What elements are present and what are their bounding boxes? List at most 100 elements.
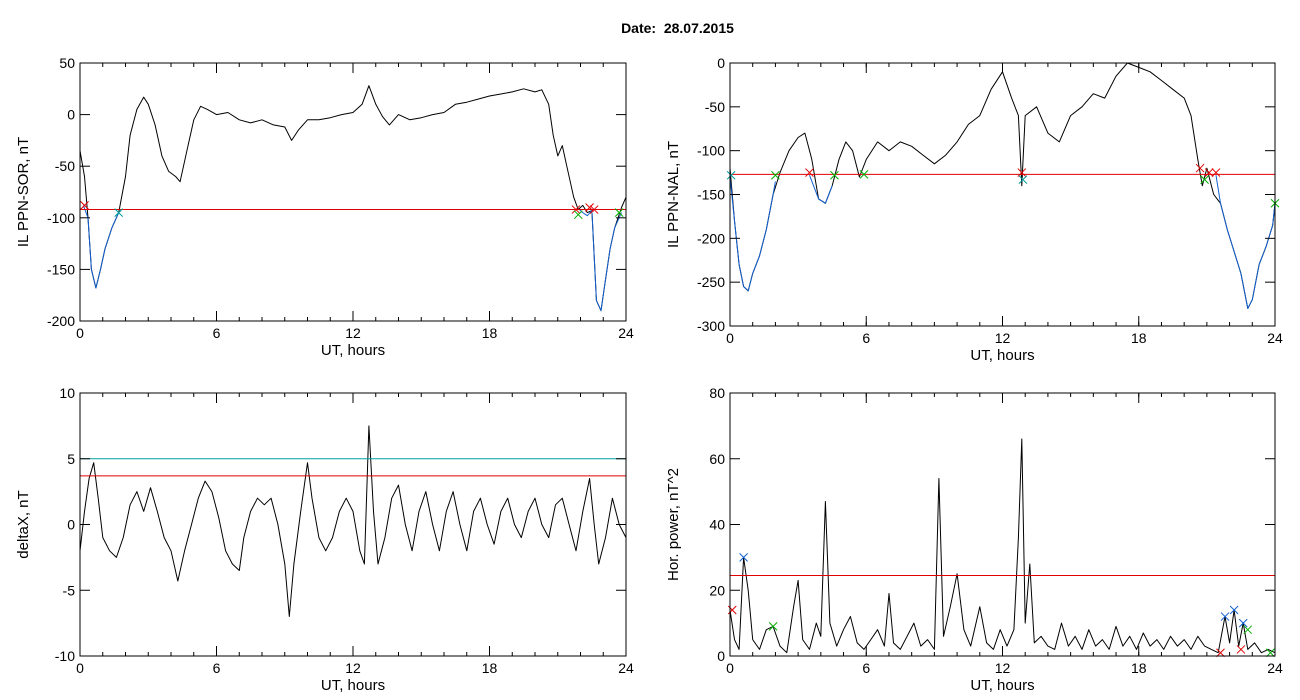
y-tick-label: -200 bbox=[47, 313, 75, 329]
plot-frame bbox=[79, 62, 627, 322]
x-tick-label: 24 bbox=[618, 325, 634, 341]
y-tick-label: -200 bbox=[697, 230, 725, 246]
marker-6 bbox=[589, 205, 599, 214]
y-tick-label: 0 bbox=[67, 107, 75, 123]
marker-11 bbox=[1211, 168, 1221, 177]
series-line-3 bbox=[579, 209, 622, 312]
series-line-1 bbox=[729, 62, 1276, 309]
x-tick-label: 0 bbox=[76, 325, 84, 341]
marker-6 bbox=[1017, 168, 1027, 177]
marker-1 bbox=[727, 605, 737, 615]
chart-panel-3: 0 6 12 18 24 10 5 0 -5 -10 UT, hours deltaX, nT bbox=[15, 385, 634, 694]
marker-stroke bbox=[805, 168, 814, 177]
y-tick-label: -150 bbox=[47, 261, 75, 277]
plot-frame bbox=[729, 392, 1276, 657]
y-axis-label: IL PPN-SOR, nT bbox=[15, 137, 32, 247]
marker-9 bbox=[1243, 625, 1253, 635]
marker-stroke bbox=[1200, 175, 1209, 184]
marker-5 bbox=[585, 203, 594, 212]
chart-panel-2: 0 6 12 18 24 0 -50 -100 -150 -200 -250 -300 UT, hour… bbox=[665, 55, 1283, 364]
marker-4 bbox=[830, 170, 839, 180]
marker-stroke bbox=[589, 205, 599, 214]
marker-5 bbox=[1220, 612, 1230, 621]
x-tick-label: 6 bbox=[213, 325, 221, 341]
marker-5 bbox=[859, 169, 869, 179]
y-tick-label: -5 bbox=[63, 582, 76, 598]
marker-2 bbox=[114, 208, 124, 217]
marker-stroke bbox=[771, 170, 780, 180]
series-line-2 bbox=[729, 176, 776, 292]
marker-6 bbox=[1229, 605, 1239, 615]
y-tick-label: 40 bbox=[709, 517, 725, 533]
series-line-3 bbox=[809, 175, 833, 204]
marker-3 bbox=[768, 622, 778, 631]
y-axis-label: deltaX, nT bbox=[15, 490, 32, 558]
marker-stroke bbox=[1204, 168, 1214, 177]
marker-stroke bbox=[1229, 605, 1239, 615]
marker-stroke bbox=[571, 205, 581, 214]
marker-stroke bbox=[614, 208, 624, 217]
y-tick-label: 0 bbox=[717, 55, 725, 71]
marker-stroke bbox=[830, 170, 839, 180]
y-tick-label: 5 bbox=[67, 451, 75, 467]
x-tick-label: 0 bbox=[726, 660, 734, 676]
x-tick-label: 6 bbox=[213, 660, 221, 676]
marker-stroke bbox=[573, 210, 583, 220]
y-tick-label: 10 bbox=[59, 385, 75, 401]
marker-stroke bbox=[768, 622, 778, 631]
x-axis-label: UT, hours bbox=[321, 342, 385, 359]
marker-4 bbox=[573, 210, 583, 220]
marker-stroke bbox=[1266, 648, 1275, 658]
marker-7 bbox=[614, 208, 624, 217]
chart-panel-1: 0 6 12 18 24 50 0 -50 -100 -150 -200 UT, hours IL PP… bbox=[15, 55, 634, 359]
y-tick-label: -50 bbox=[705, 99, 725, 115]
marker-8 bbox=[1195, 163, 1205, 173]
x-tick-label: 12 bbox=[995, 660, 1011, 676]
marker-stroke bbox=[726, 170, 736, 180]
y-tick-label: 80 bbox=[709, 385, 725, 401]
marker-3 bbox=[805, 168, 814, 177]
marker-stroke bbox=[859, 169, 869, 179]
marker-stroke bbox=[1017, 168, 1027, 177]
marker-7 bbox=[1018, 175, 1028, 184]
marker-10 bbox=[1204, 168, 1214, 177]
marker-4 bbox=[1216, 648, 1225, 658]
marker-7 bbox=[1236, 645, 1246, 654]
y-tick-label: -50 bbox=[55, 158, 75, 174]
x-tick-label: 24 bbox=[618, 660, 634, 676]
marker-9 bbox=[1200, 175, 1209, 184]
y-tick-label: 20 bbox=[709, 582, 725, 598]
marker-3 bbox=[571, 205, 581, 214]
y-tick-label: 60 bbox=[709, 451, 725, 467]
x-tick-label: 24 bbox=[1267, 330, 1283, 346]
marker-stroke bbox=[1216, 648, 1225, 658]
x-axis-label: UT, hours bbox=[970, 347, 1034, 364]
y-tick-label: 0 bbox=[67, 517, 75, 533]
x-tick-label: 18 bbox=[482, 325, 498, 341]
x-axis-label: UT, hours bbox=[970, 677, 1034, 694]
x-tick-label: 6 bbox=[862, 330, 870, 346]
series-line-1 bbox=[729, 438, 1276, 654]
marker-8 bbox=[1238, 618, 1248, 628]
y-axis-label: Hor. power, nT^2 bbox=[665, 468, 682, 581]
marker-2 bbox=[739, 553, 748, 562]
x-tick-label: 18 bbox=[1131, 330, 1147, 346]
y-tick-label: -250 bbox=[697, 274, 725, 290]
marker-10 bbox=[1266, 648, 1275, 658]
x-tick-label: 24 bbox=[1267, 660, 1283, 676]
marker-stroke bbox=[1236, 645, 1246, 654]
y-tick-label: 50 bbox=[59, 55, 75, 71]
x-tick-label: 12 bbox=[345, 660, 361, 676]
chart-panel-4: 0 6 12 18 24 80 60 40 20 0 UT, hours Hor. power, nT… bbox=[665, 385, 1283, 694]
y-tick-label: -150 bbox=[697, 187, 725, 203]
x-tick-label: 12 bbox=[995, 330, 1011, 346]
x-tick-label: 18 bbox=[1131, 660, 1147, 676]
x-axis-label: UT, hours bbox=[321, 677, 385, 694]
x-tick-label: 18 bbox=[482, 660, 498, 676]
y-tick-label: 0 bbox=[717, 648, 725, 664]
marker-stroke bbox=[1238, 618, 1248, 628]
plot-frame bbox=[729, 62, 1276, 327]
y-tick-label: -300 bbox=[697, 318, 725, 334]
x-tick-label: 0 bbox=[76, 660, 84, 676]
